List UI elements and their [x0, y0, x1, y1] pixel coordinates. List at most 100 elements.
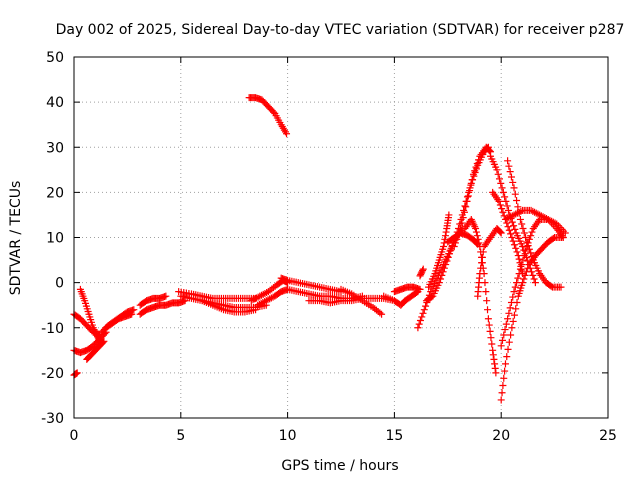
data-point	[463, 197, 471, 205]
data-point	[513, 279, 521, 287]
data-point	[522, 247, 530, 255]
data-point	[416, 285, 424, 293]
series-arc03	[70, 369, 81, 379]
data-point	[518, 261, 526, 269]
series-arc28	[461, 215, 500, 377]
data-point	[475, 239, 483, 247]
series-arc31	[489, 188, 527, 278]
data-point	[466, 187, 474, 195]
data-point	[441, 232, 449, 240]
data-point	[486, 147, 494, 155]
data-point	[519, 224, 527, 232]
y-tick-label: -20	[41, 366, 64, 382]
data-point	[477, 264, 485, 272]
data-point	[561, 229, 569, 237]
data-point	[505, 162, 513, 170]
data-point	[513, 196, 521, 204]
y-tick-label: 20	[46, 185, 64, 201]
data-point	[451, 239, 459, 247]
data-point	[460, 208, 468, 216]
data-point	[493, 166, 501, 174]
data-point	[499, 188, 507, 196]
data-point	[99, 338, 107, 346]
data-point	[487, 334, 495, 342]
data-point	[497, 342, 505, 350]
data-point	[503, 353, 511, 361]
data-point	[527, 232, 535, 240]
data-point	[497, 179, 505, 187]
data-point	[500, 374, 508, 382]
data-point	[455, 228, 463, 236]
x-tick-label: 25	[599, 428, 617, 444]
data-point	[496, 201, 504, 209]
data-point	[464, 192, 472, 200]
data-point	[458, 219, 466, 227]
data-point	[510, 288, 518, 296]
data-point	[442, 228, 450, 236]
data-point	[467, 181, 475, 189]
data-point	[504, 345, 512, 353]
data-point	[469, 170, 477, 178]
data-point	[498, 389, 506, 397]
data-point	[472, 163, 480, 171]
data-point	[519, 279, 527, 287]
data-point	[485, 321, 493, 329]
data-point	[528, 228, 536, 236]
series-arc35	[501, 206, 569, 237]
data-point	[520, 229, 528, 237]
data-point	[509, 293, 517, 301]
data-point	[491, 364, 499, 372]
data-point	[510, 222, 518, 230]
data-point	[437, 275, 445, 283]
data-point	[475, 156, 483, 164]
data-point	[443, 257, 451, 265]
series-arc15	[245, 94, 291, 138]
series-arc27	[450, 143, 495, 251]
data-point	[440, 264, 448, 272]
data-point	[474, 235, 482, 243]
series-arc19	[337, 285, 386, 318]
data-point	[440, 239, 448, 247]
data-point	[504, 157, 512, 165]
data-point	[549, 234, 557, 242]
data-point	[419, 309, 427, 317]
data-point	[507, 173, 515, 181]
data-point	[489, 346, 497, 354]
data-point	[450, 243, 458, 251]
data-point	[557, 283, 565, 291]
data-point	[504, 315, 512, 323]
data-point	[420, 306, 428, 314]
x-tick-label: 15	[385, 428, 403, 444]
y-tick-label: 30	[46, 140, 64, 156]
data-point	[527, 249, 535, 257]
x-tick-label: 0	[70, 428, 79, 444]
data-point	[459, 214, 467, 222]
data-point	[484, 315, 492, 323]
tick-label-layer: 0 5 10 15 20 25 -30 -20 -10 0 10 20 30 40 50	[41, 50, 617, 444]
data-point	[468, 176, 476, 184]
data-point	[498, 205, 506, 213]
series-arc21	[390, 283, 424, 296]
y-tick-label: 50	[46, 50, 64, 66]
y-tick-label: -30	[41, 411, 64, 427]
data-point	[509, 237, 517, 245]
data-point	[162, 292, 170, 300]
data-point	[73, 369, 81, 377]
data-point	[512, 305, 520, 313]
data-point	[524, 242, 532, 250]
data-point	[515, 255, 523, 263]
data-point	[522, 268, 530, 276]
data-point	[471, 167, 479, 175]
x-tick-label: 5	[176, 428, 185, 444]
data-point	[505, 226, 513, 234]
data-point	[418, 313, 426, 321]
data-point	[502, 320, 510, 328]
data-point	[481, 279, 489, 287]
data-point	[522, 234, 530, 241]
data-point	[422, 302, 430, 310]
series-arc22	[416, 265, 427, 280]
data-point	[499, 382, 507, 390]
data-point	[446, 250, 454, 258]
data-point	[128, 310, 136, 318]
